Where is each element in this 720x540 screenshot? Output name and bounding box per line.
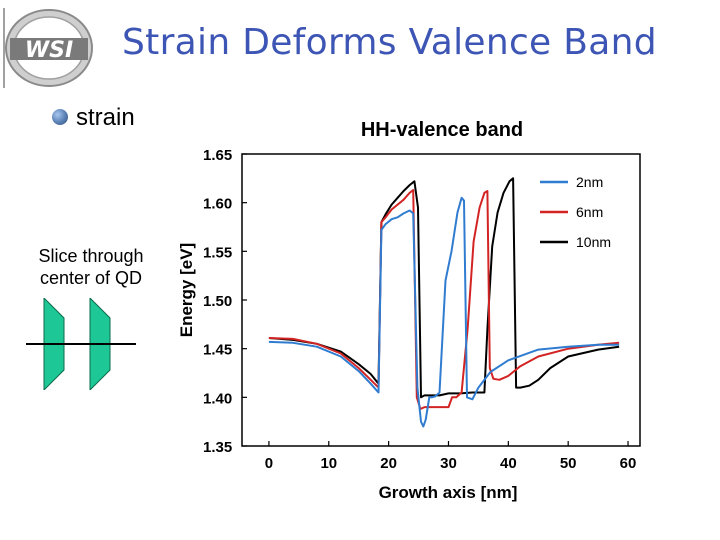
x-tick-label: 10	[320, 455, 337, 472]
y-tick-label: 1.65	[203, 147, 232, 164]
bullet-label: strain	[76, 104, 135, 131]
y-axis-label: Energy [eV]	[177, 243, 196, 337]
series-line-2nm	[268, 196, 620, 428]
qd-slice-diagram	[26, 298, 136, 390]
y-tick-label: 1.60	[203, 196, 232, 213]
y-tick-label: 1.50	[203, 293, 232, 310]
y-tick-label: 1.40	[203, 390, 232, 407]
bullet-icon	[52, 109, 68, 125]
series-line-6nm	[268, 189, 620, 410]
page-title: Strain Deforms Valence Band	[122, 22, 657, 63]
legend-label-10nm: 10nm	[576, 234, 611, 250]
plot-frame	[241, 153, 641, 447]
y-tick-label: 1.45	[203, 342, 232, 359]
slice-caption-line2: center of QD	[39, 268, 143, 288]
y-tick-label: 1.35	[203, 439, 232, 456]
logo-text: WSI	[25, 38, 73, 63]
slice-caption: Slice through center of QD	[22, 245, 160, 289]
wsi-logo: WSI	[3, 8, 93, 88]
slice-caption-line1: Slice through	[38, 246, 144, 266]
legend-label-2nm: 2nm	[576, 174, 603, 190]
y-tick-label: 1.55	[203, 244, 232, 261]
legend-label-6nm: 6nm	[576, 204, 603, 220]
x-axis-label: Growth axis [nm]	[379, 483, 518, 502]
x-tick-label: 60	[620, 455, 637, 472]
x-tick-label: 30	[440, 455, 457, 472]
x-tick-label: 0	[265, 455, 273, 472]
x-tick-label: 20	[380, 455, 397, 472]
x-tick-label: 50	[560, 455, 577, 472]
chart-title: HH-valence band	[361, 119, 523, 141]
x-tick-label: 40	[500, 455, 517, 472]
